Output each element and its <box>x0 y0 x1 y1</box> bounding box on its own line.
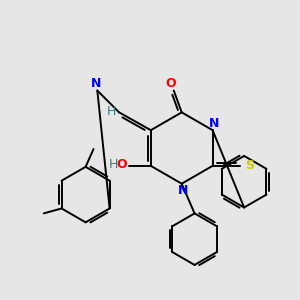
Text: N: N <box>178 184 188 197</box>
Text: N: N <box>208 117 219 130</box>
Text: O: O <box>117 158 128 171</box>
Text: H: H <box>109 158 118 171</box>
Text: O: O <box>166 77 176 90</box>
Text: S: S <box>245 159 254 172</box>
Text: N: N <box>91 77 101 90</box>
Text: H: H <box>106 105 116 118</box>
